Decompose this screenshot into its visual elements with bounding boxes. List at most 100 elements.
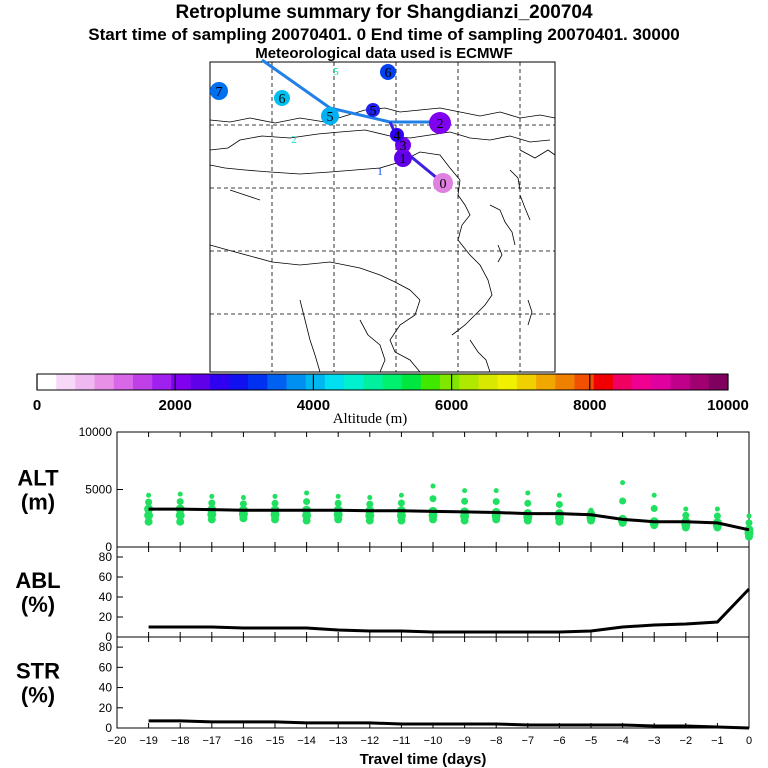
colorbar-tick-2: 4000 — [297, 397, 330, 414]
y-tick-label-3: 60 — [99, 570, 113, 584]
plume-dot-19-4 — [745, 532, 753, 541]
plume-dot-1-0 — [177, 491, 183, 497]
map-marker-6 — [274, 90, 290, 106]
map-marker-8 — [366, 103, 380, 117]
plume-dot-4-0 — [272, 493, 278, 499]
met-data-note: Meteorological data used is ECMWF — [255, 45, 513, 62]
colorbar-swatch-5 — [132, 374, 153, 390]
y-tick-label-0: 0 — [105, 540, 112, 554]
trajectory-line-upper — [261, 58, 440, 124]
plume-dot-6-4 — [334, 515, 343, 524]
x-tick-label-10: −10 — [424, 735, 443, 747]
colorbar-tick-5: 10000 — [707, 397, 749, 414]
x-tick-label-16: −4 — [616, 735, 629, 747]
colorbar-tick-3: 6000 — [435, 397, 468, 414]
y-axis-label-1: (%) — [21, 683, 55, 708]
colorbar-swatch-11 — [248, 374, 268, 390]
map-plume-markers: 0 1 2 34 5 6 7 5 6 2 1 5 — [210, 58, 453, 193]
y-tick-label-2: 40 — [99, 590, 113, 604]
plume-dot-3-1 — [239, 500, 247, 508]
x-tick-label-15: −5 — [585, 735, 598, 747]
x-tick-label-12: −8 — [490, 735, 503, 747]
x-axis-label: Travel time (days) — [360, 751, 487, 768]
map-marker-label-10: 2 — [291, 134, 297, 146]
map-marker-label-9: 6 — [385, 66, 392, 81]
plume-dot-8-0 — [398, 492, 404, 498]
plume-dot-8-4 — [397, 516, 406, 525]
altitude-colorbar: 0 2000 4000 6000 8000 10000 — [33, 373, 749, 414]
map-marker-7 — [210, 82, 228, 100]
map-marker-label-3: 3 — [400, 139, 407, 154]
colorbar-swatch-30 — [612, 374, 633, 390]
colorbar-swatch-25 — [516, 374, 537, 390]
x-tick-label-13: −7 — [522, 735, 535, 747]
x-tick-label-6: −14 — [297, 735, 316, 747]
map-marker-label-11: 1 — [377, 166, 383, 178]
map-marker-5 — [321, 107, 339, 125]
colorbar-swatch-31 — [632, 374, 652, 390]
plume-dot-0-0 — [146, 492, 152, 498]
plume-dot-7-4 — [365, 516, 374, 525]
colorbar-swatch-32 — [651, 374, 671, 390]
plume-dot-6-0 — [335, 493, 341, 499]
colorbar-swatch-24 — [497, 374, 518, 390]
colorbar-swatch-6 — [152, 374, 172, 390]
plume-dot-0-3 — [144, 510, 154, 520]
colorbar-swatch-33 — [670, 374, 690, 390]
map-marker-label-7: 7 — [216, 85, 223, 100]
plume-dot-11-0 — [493, 488, 499, 494]
plume-dot-15-1 — [619, 497, 627, 505]
plume-dot-19-1 — [745, 519, 753, 527]
map-marker-label-4: 4 — [394, 129, 401, 144]
map-marker-0 — [433, 173, 453, 193]
colorbar-swatch-29 — [593, 374, 614, 390]
x-tick-label-20: 0 — [746, 735, 752, 747]
y-axis-label-1: (m) — [21, 490, 55, 515]
plume-dot-1-4 — [176, 517, 185, 526]
colorbar-swatch-12 — [267, 374, 287, 390]
colorbar-swatch-18 — [382, 374, 402, 390]
plume-dot-2-0 — [209, 493, 215, 499]
colorbar-tick-1: 2000 — [159, 397, 192, 414]
plume-dot-12-0 — [525, 490, 531, 496]
x-tick-label-3: −17 — [202, 735, 221, 747]
x-tick-label-14: −6 — [553, 735, 566, 747]
plume-dot-16-0 — [651, 492, 657, 498]
map-marker-label-1: 1 — [400, 152, 407, 167]
plume-dot-3-4 — [239, 514, 248, 523]
colorbar-tick-4: 8000 — [573, 397, 606, 414]
colorbar-swatch-28 — [574, 374, 594, 390]
panel-frame — [116, 636, 750, 729]
map-marker-label-0: 0 — [440, 177, 447, 192]
map-marker-label-5: 5 — [327, 110, 334, 125]
y-tick-label-1: 20 — [99, 701, 113, 715]
plume-dot-11-4 — [492, 515, 501, 524]
plume-dot-4-4 — [271, 515, 279, 524]
y-tick-label-1: 20 — [99, 610, 113, 624]
plume-dot-17-4 — [681, 523, 690, 532]
time-series-panels: 0500010000ALT(m)020406080ABL(%)020406080… — [15, 425, 754, 768]
y-tick-label-2: 40 — [99, 681, 113, 695]
plume-dot-14-4 — [587, 516, 595, 525]
plume-dot-18-0 — [714, 506, 720, 512]
x-tick-label-5: −15 — [266, 735, 285, 747]
colorbar-swatch-26 — [536, 374, 556, 390]
panel-frame — [116, 431, 750, 548]
colorbar-swatch-1 — [56, 374, 76, 390]
plume-dot-3-0 — [240, 495, 246, 501]
y-tick-label-1: 5000 — [85, 483, 112, 497]
plume-dot-0-4 — [144, 517, 153, 526]
panel-abl: 0 20 40 60 80 ABL(%) — [15, 546, 751, 644]
colorbar-swatch-22 — [459, 374, 479, 390]
colorbar-swatch-10 — [228, 374, 249, 390]
plume-dot-4-1 — [271, 499, 279, 507]
sampling-times: Start time of sampling 20070401. 0 End t… — [88, 25, 680, 44]
plume-dot-13-1 — [555, 500, 563, 508]
colorbar-swatch-16 — [344, 374, 364, 390]
map-marker-label-12: 5 — [333, 66, 339, 78]
panel-alt: 0 5000 10000 ALT(m) — [17, 425, 754, 554]
colorbar-swatch-20 — [420, 374, 441, 390]
x-tick-label-2: −18 — [171, 735, 190, 747]
series-line-alt — [148, 507, 750, 532]
